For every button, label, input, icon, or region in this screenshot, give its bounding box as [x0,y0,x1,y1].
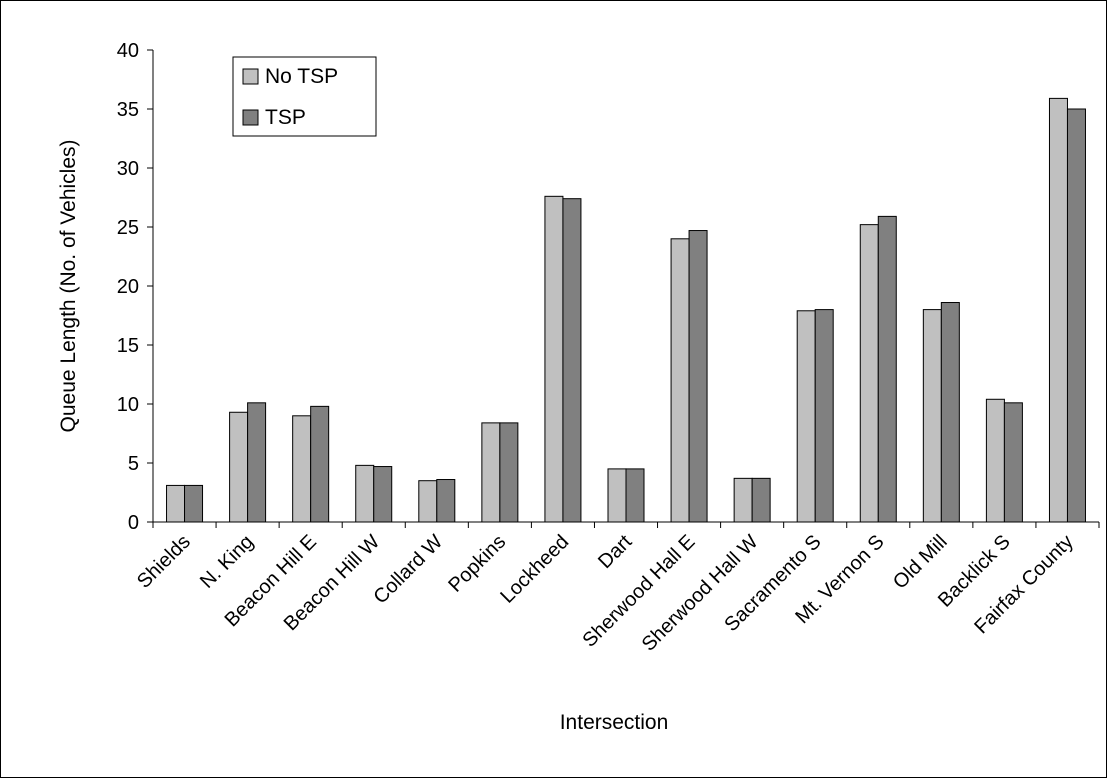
legend-label-tsp: TSP [265,106,306,129]
x-tick-label: Lockheed [496,531,573,608]
bar-tsp [436,479,456,523]
x-tick-label: Sherwood Hall E [579,531,700,652]
y-tick-label: 40 [117,40,139,62]
bar-tsp [688,230,708,523]
x-tick-label: Collard W [370,531,448,609]
x-axis-title: Intersection [560,711,669,734]
x-tick-label: Sherwood Hall W [638,531,763,656]
bar-marks [166,97,1086,523]
bar-no-tsp [985,398,1005,523]
legend: No TSP TSP [232,56,377,137]
bar-tsp [1066,108,1086,523]
bar-tsp [1003,402,1023,523]
x-tick-label: Shields [133,531,195,593]
x-tick-label: Dart [594,531,637,574]
y-tick-label: 30 [117,158,139,180]
legend-swatch-no-tsp [242,68,259,85]
bar-tsp [310,405,330,523]
x-tick-label: Old Mill [889,531,952,594]
bar-no-tsp [418,480,438,523]
bar-tsp [373,466,393,523]
bar-tsp [940,302,960,523]
bar-no-tsp [859,224,879,523]
y-axis-ticks: 0 5 10 15 20 25 30 35 40 [117,40,153,534]
bar-tsp [751,477,771,523]
y-tick-label: 20 [117,276,139,298]
axes [152,50,1099,523]
y-tick-label: 35 [117,99,139,121]
bar-no-tsp [544,195,564,523]
bar-tsp [814,309,834,523]
legend-swatch-tsp [242,109,259,126]
bar-no-tsp [670,238,690,523]
bar-no-tsp [607,468,627,523]
bar-tsp [562,198,582,523]
bar-no-tsp [796,310,816,523]
bar-no-tsp [733,477,753,523]
bar-no-tsp [166,484,186,523]
y-tick-label: 5 [128,453,139,475]
legend-label-no-tsp: No TSP [265,65,338,88]
bar-no-tsp [229,411,249,523]
bar-no-tsp [292,415,312,523]
bar-no-tsp [355,464,375,523]
bar-no-tsp [481,422,501,523]
bar-tsp [877,215,897,523]
y-tick-label: 15 [117,335,139,357]
bar-tsp [184,484,204,523]
y-axis-title: Queue Length (No. of Vehicles) [57,139,80,432]
bar-tsp [625,468,645,523]
bar-no-tsp [1048,97,1068,523]
bar-tsp [499,422,519,523]
y-tick-label: 25 [117,217,139,239]
x-tick-label: Popkins [444,531,510,597]
y-tick-label: 10 [117,394,139,416]
bar-no-tsp [922,309,942,523]
x-tick-label: N. King [196,531,258,593]
y-tick-label: 0 [128,512,139,534]
bar-tsp [247,402,267,523]
